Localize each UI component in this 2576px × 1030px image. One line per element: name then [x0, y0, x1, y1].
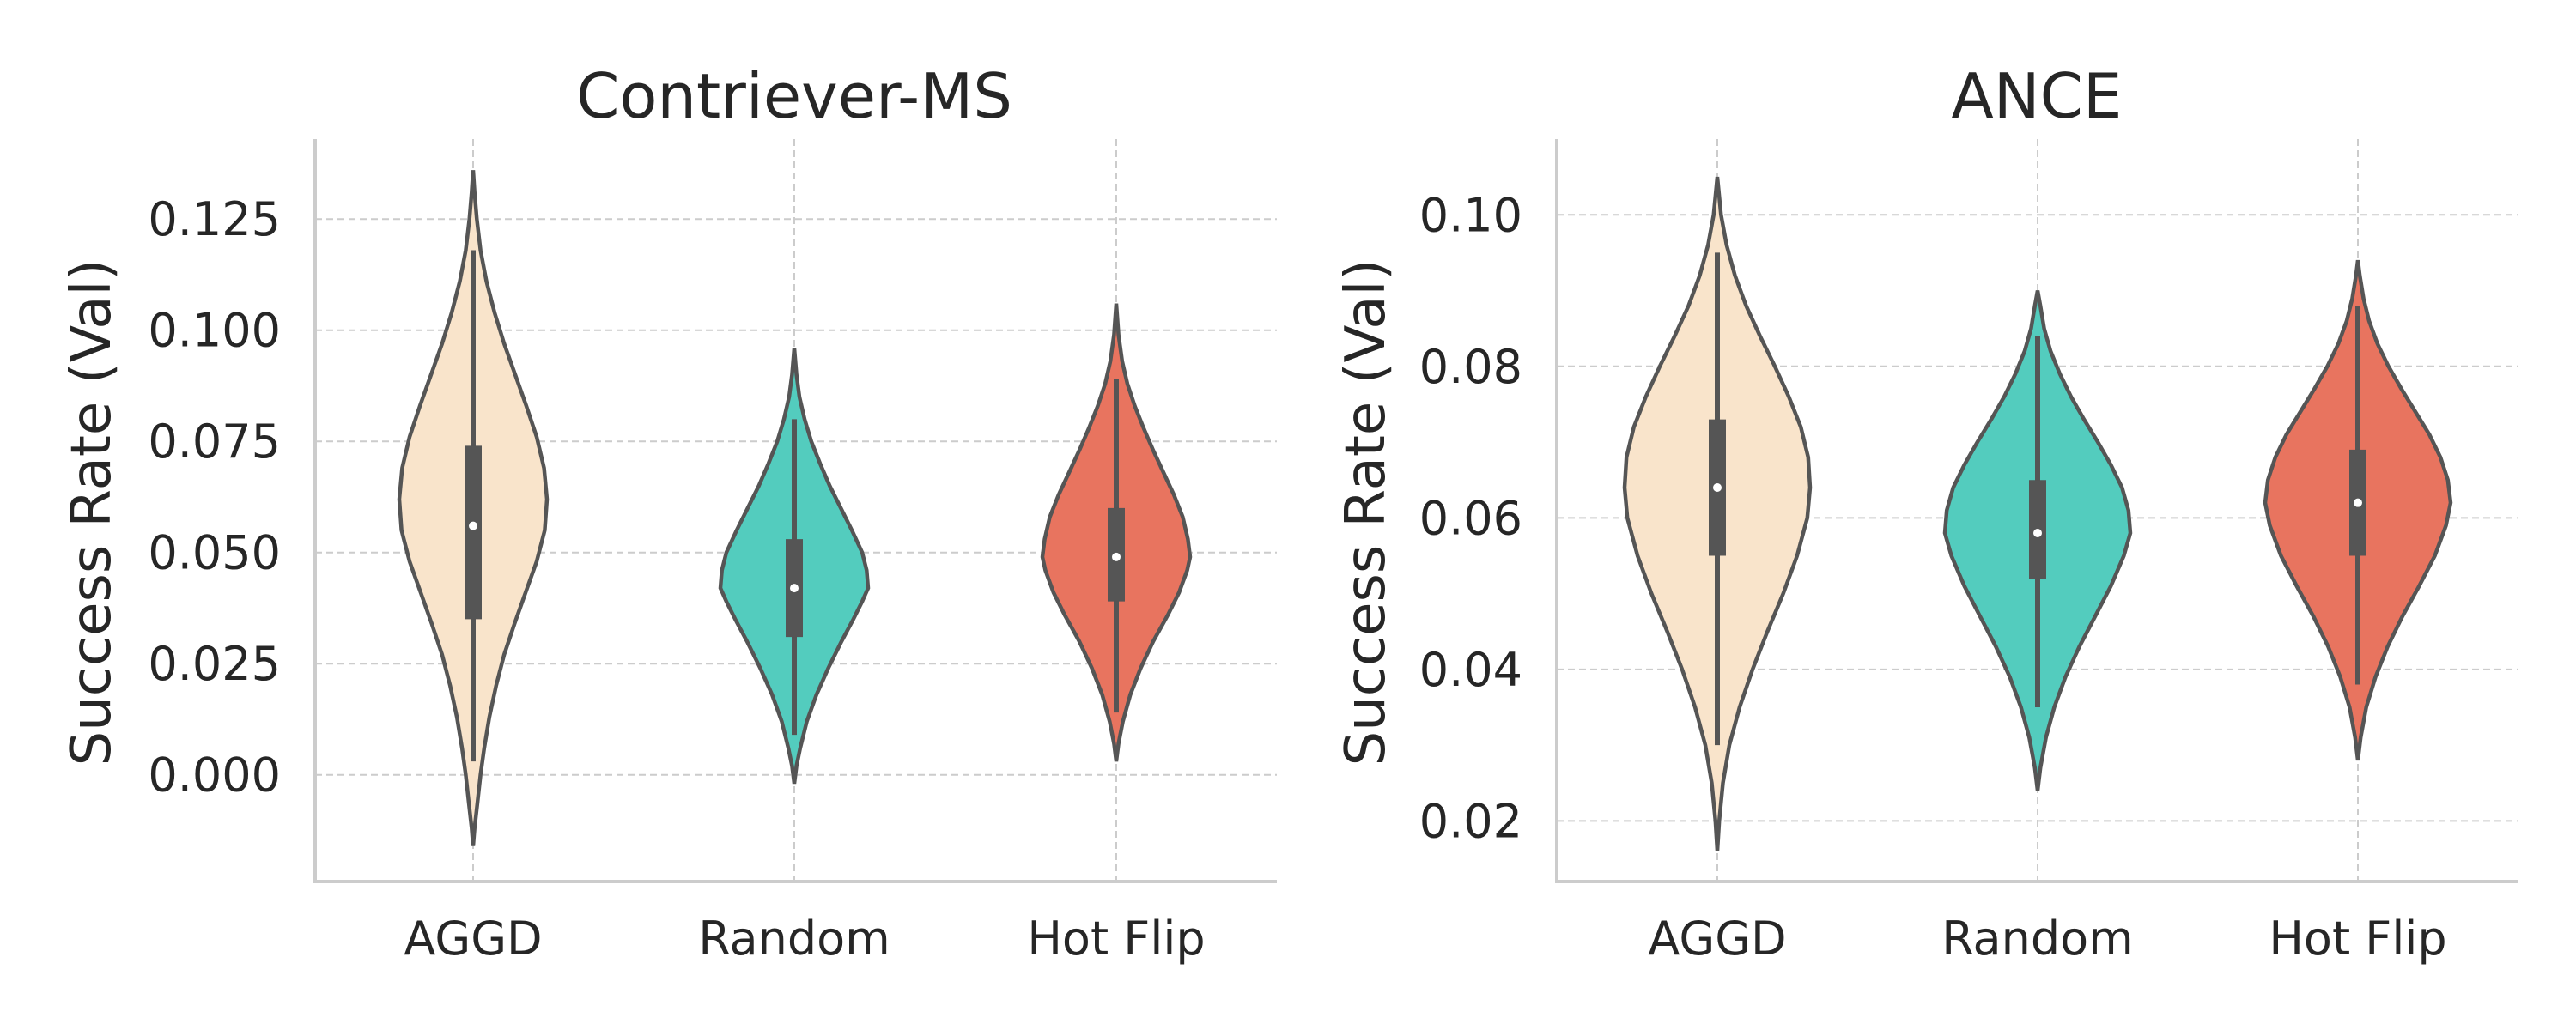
axis-spines	[313, 139, 1277, 883]
panel-title: Contriever-MS	[576, 60, 1012, 132]
y-tick-label: 0.10	[1419, 188, 1522, 242]
y-axis-label: Success Rate (Val)	[1334, 259, 1398, 766]
y-tick-label: 0.08	[1419, 340, 1522, 394]
x-tick-label: Hot Flip	[2269, 912, 2446, 966]
x-tick-label: Hot Flip	[1027, 912, 1205, 966]
x-tick-label: Random	[698, 912, 890, 966]
y-tick-label: 0.000	[148, 748, 281, 803]
violin-median-point	[1112, 552, 1121, 561]
x-tick-label: AGGD	[1648, 912, 1786, 966]
y-tick-label: 0.075	[148, 415, 281, 469]
violin-random	[1942, 290, 2133, 791]
y-tick-label: 0.050	[148, 526, 281, 580]
violin-median-point	[2354, 498, 2362, 507]
y-tick-label: 0.100	[148, 304, 281, 358]
panel-contriever-ms: Contriever-MS Success Rate (Val) 0.000 0.…	[60, 60, 1277, 966]
violin-random	[718, 348, 871, 785]
y-axis-label: Success Rate (Val)	[60, 259, 124, 766]
panel-ance: ANCE Success Rate (Val) 0.02 0.04 0.06 0.08…	[1334, 60, 2518, 966]
axis-spines	[1555, 139, 2518, 883]
y-tick-label: 0.025	[148, 637, 281, 691]
violin-median-point	[790, 584, 799, 593]
violin-median-point	[2033, 528, 2042, 537]
violin-hot-flip	[1040, 303, 1193, 762]
violin-median-point	[1713, 483, 1722, 493]
violin-aggd	[397, 170, 550, 846]
y-tick-label: 0.06	[1419, 491, 1522, 545]
y-tick-label: 0.125	[148, 192, 281, 246]
violin-hot-flip	[2263, 259, 2453, 761]
y-tick-label: 0.04	[1419, 643, 1522, 697]
x-tick-label: Random	[1941, 912, 2134, 966]
panel-title: ANCE	[1952, 60, 2123, 132]
y-tick-label: 0.02	[1419, 794, 1522, 848]
violin-median-point	[469, 521, 477, 530]
x-tick-label: AGGD	[404, 912, 542, 966]
violin-aggd	[1622, 176, 1813, 851]
